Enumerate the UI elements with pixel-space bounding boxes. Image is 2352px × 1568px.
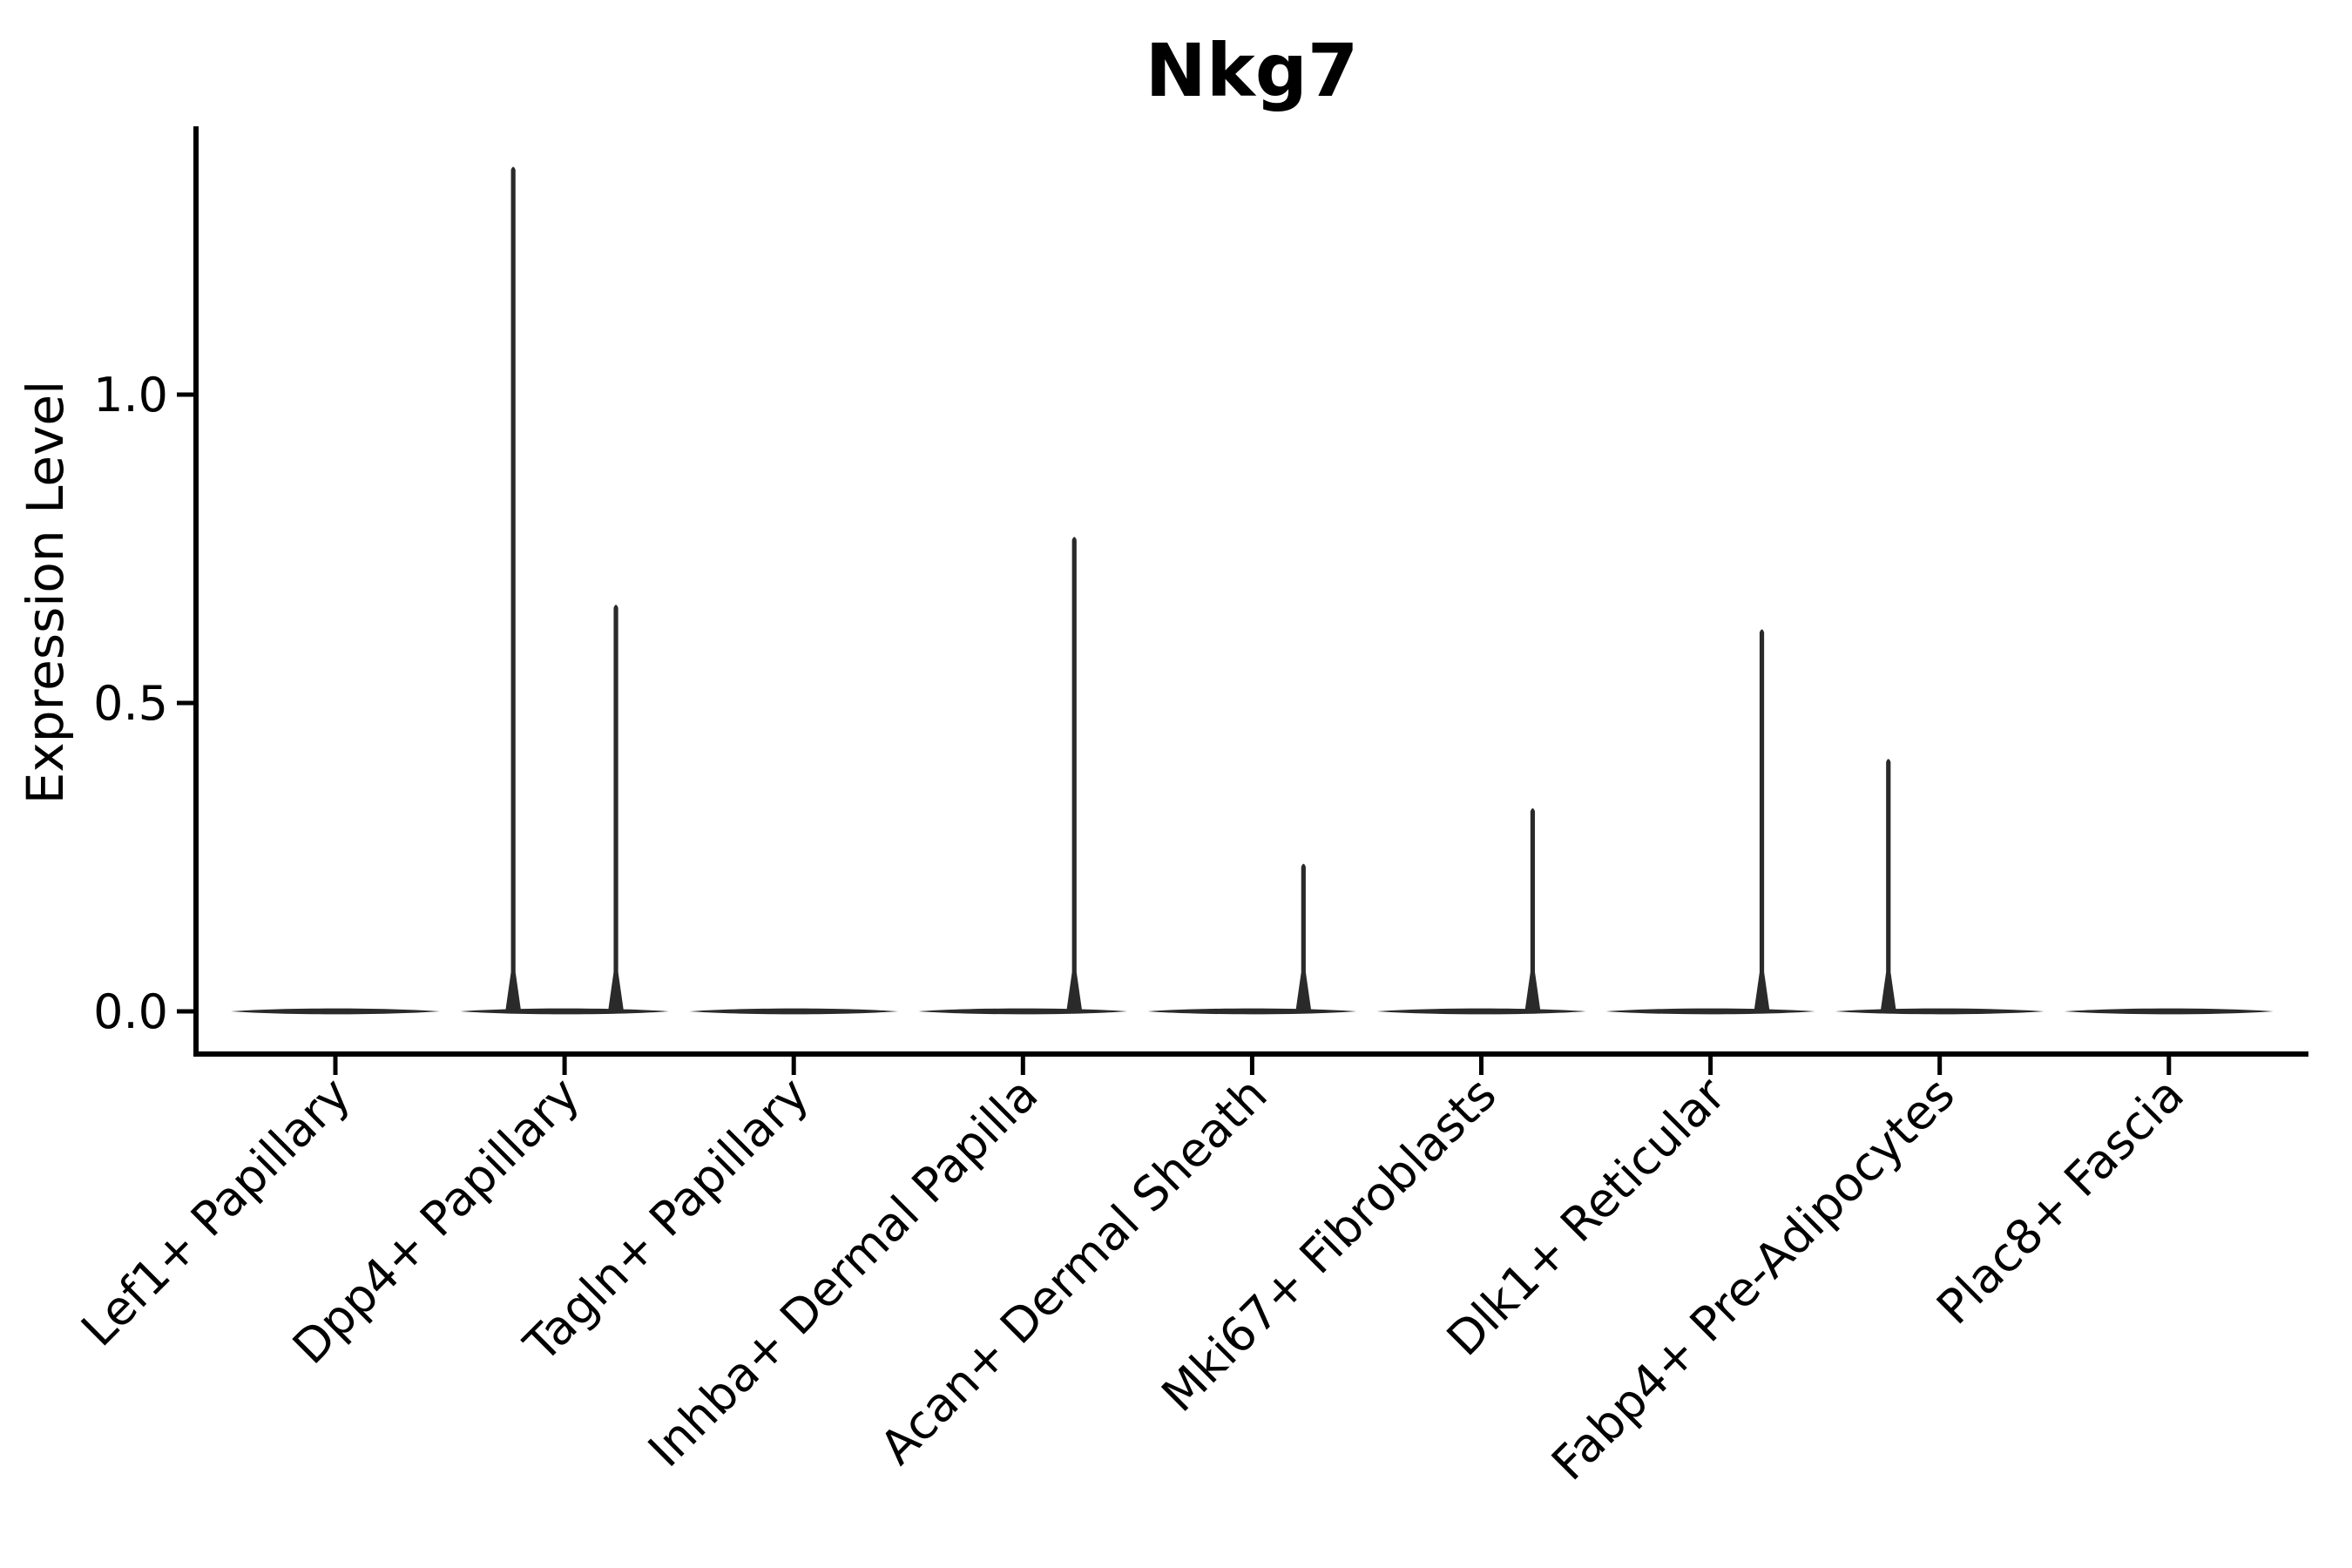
violin	[460, 166, 670, 1015]
violin-baseline	[231, 1008, 440, 1015]
y-axis-ticks: 0.0 0.5 1.0	[93, 368, 196, 1039]
violin-baseline	[2064, 1008, 2274, 1015]
violin	[1605, 629, 1815, 1015]
violin	[2064, 1008, 2274, 1015]
y-tick-label: 0.5	[93, 676, 168, 731]
x-tick-label: Plac8+ Fascia	[1926, 1067, 2194, 1335]
y-tick-label: 1.0	[93, 368, 168, 422]
violin-baseline	[1376, 1008, 1586, 1015]
plot-title: Nkg7	[1146, 28, 1359, 113]
violin-baseline	[918, 1008, 1128, 1015]
violin-baseline	[1147, 1008, 1357, 1015]
violin-spike	[1295, 863, 1312, 1011]
x-tick-label: Fabp4+ Pre-Adipocytes	[1541, 1067, 1965, 1491]
violin	[1376, 808, 1586, 1015]
x-tick-label: Acan+ Dermal Sheath	[869, 1067, 1277, 1475]
violin-spike	[1880, 759, 1896, 1011]
violin-baseline	[1605, 1008, 1815, 1015]
violin-spike	[505, 166, 522, 1012]
violin	[231, 1008, 440, 1015]
violin-spike	[1524, 808, 1541, 1011]
violin-baseline	[460, 1008, 670, 1015]
x-tick-label: Inhba+ Dermal Papilla	[638, 1067, 1048, 1477]
violin	[689, 1008, 899, 1015]
y-tick-label: 0.0	[93, 984, 168, 1039]
violin-spike	[1066, 537, 1083, 1011]
violin-baseline	[689, 1008, 899, 1015]
violin-spike	[1754, 629, 1770, 1011]
y-axis-label: Expression Level	[16, 381, 75, 804]
violin-spike	[608, 605, 625, 1011]
violin	[1835, 759, 2044, 1015]
violin	[918, 537, 1128, 1015]
violins	[231, 166, 2274, 1015]
violin-baseline	[1835, 1008, 2044, 1015]
violin	[1147, 863, 1357, 1015]
